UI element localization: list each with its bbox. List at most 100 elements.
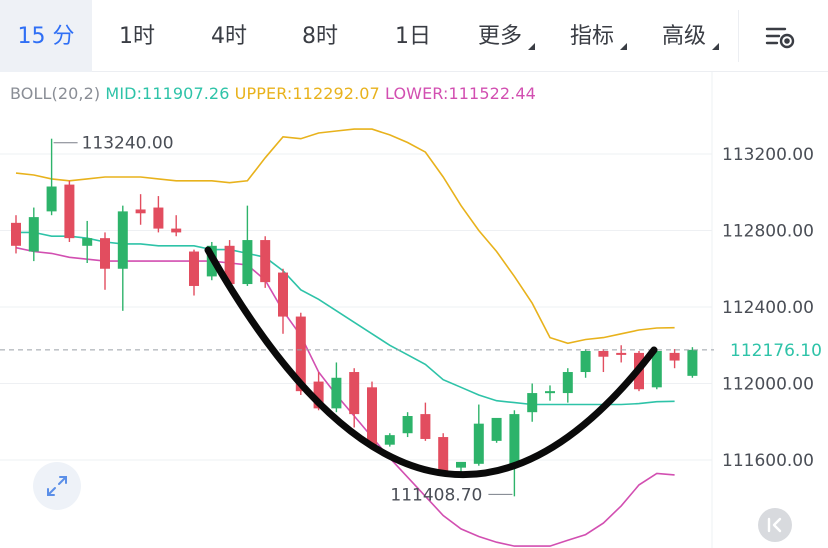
candle-body-33 (598, 350, 609, 357)
tab-indicators[interactable]: 指标 (569, 24, 614, 49)
candle-body-23 (420, 414, 431, 439)
candle-36 (651, 349, 662, 390)
tab-advanced[interactable]: 高级 (661, 24, 706, 49)
boll-lower-value: LOWER:111522.44 (385, 84, 536, 103)
candle-body-21 (384, 435, 395, 445)
candle-10 (189, 249, 199, 296)
advanced-dropdown-icon (712, 43, 719, 50)
candle-body-22 (402, 416, 413, 434)
candle-body-31 (562, 372, 573, 394)
candle-29 (527, 383, 538, 422)
chart-settings-icon (765, 27, 795, 49)
candle-body-27 (491, 417, 502, 441)
boll-upper-line (15, 128, 675, 345)
candle-37 (669, 349, 680, 369)
candle-body-10 (189, 251, 199, 286)
indicators-dropdown-icon (620, 43, 627, 50)
candle-1 (28, 207, 39, 262)
low-price-label: 111408.70 (390, 485, 482, 505)
candle-33 (598, 349, 609, 373)
candle-body-14 (260, 240, 271, 283)
candle-0 (11, 215, 21, 254)
candle-body-2 (46, 186, 57, 212)
tab-15m[interactable]: 15 分 (0, 0, 92, 72)
candlesticks (11, 138, 698, 497)
candle-body-7 (135, 209, 146, 214)
high-price-label: 113240.00 (82, 134, 174, 154)
candle-body-4 (82, 238, 93, 246)
candle-body-24 (438, 437, 449, 472)
candle-13 (242, 205, 253, 286)
expand-chart-button[interactable] (33, 462, 81, 510)
candle-body-34 (616, 352, 627, 355)
tab-1h[interactable]: 1时 (119, 24, 155, 49)
timeframe-tabbar: 15 分 1时 4时 8时 1日 更多 指标 高级 (0, 0, 828, 72)
candle-body-20 (367, 387, 377, 447)
candle-4 (82, 220, 93, 264)
boll-lower-line (15, 246, 675, 547)
y-tick-label-1: 112800.00 (722, 222, 814, 242)
current-price-box (714, 335, 828, 363)
candle-12 (224, 240, 235, 286)
boll-mid-value: MID:111907.26 (105, 84, 230, 103)
expand-icon (47, 476, 67, 496)
candle-23 (420, 402, 431, 441)
candle-20 (367, 381, 377, 449)
candle-body-1 (28, 217, 39, 252)
candle-15 (278, 268, 288, 334)
candle-body-3 (64, 184, 75, 239)
y-tick-label-3: 112000.00 (722, 375, 814, 395)
candle-8 (153, 196, 164, 233)
candle-body-0 (11, 222, 21, 246)
candle-body-37 (669, 352, 680, 361)
candle-body-5 (100, 238, 110, 269)
candle-body-32 (580, 350, 591, 373)
candle-body-19 (349, 372, 360, 415)
price-chart[interactable]: 113200.00 112800.00 112400.00 112000.00 1116… (0, 72, 828, 548)
boll-upper-value: UPPER:112292.07 (234, 84, 380, 103)
candle-34 (616, 345, 627, 363)
candle-7 (135, 194, 146, 225)
y-tick-label-4: 111600.00 (722, 451, 814, 471)
candle-5 (100, 232, 110, 290)
candle-26 (473, 404, 484, 466)
candle-24 (438, 433, 449, 474)
candle-30 (545, 385, 555, 401)
boll-mid-line (16, 231, 675, 406)
candle-body-16 (295, 316, 306, 392)
candle-body-9 (171, 228, 182, 233)
candle-28 (509, 410, 520, 497)
candle-22 (402, 412, 413, 438)
candle-body-29 (527, 393, 538, 413)
candle-2 (46, 138, 57, 216)
double-chevron-icon (767, 517, 782, 533)
tab-8h[interactable]: 8时 (302, 24, 338, 49)
candle-27 (491, 417, 502, 443)
current-price-label: 112176.10 (730, 341, 822, 361)
y-tick-label-2: 112400.00 (722, 298, 814, 318)
candle-body-15 (278, 272, 288, 317)
tab-more[interactable]: 更多 (477, 24, 522, 49)
bollinger-bands (15, 128, 675, 547)
candle-body-17 (313, 381, 324, 409)
candle-body-26 (473, 423, 484, 464)
boll-legend: BOLL(20,2) MID:111907.26 UPPER:112292.07… (10, 84, 536, 103)
candle-body-36 (651, 350, 662, 388)
boll-label: BOLL(20,2) (10, 84, 101, 103)
price-axis: 113200.00 112800.00 112400.00 112000.00 1116… (0, 134, 828, 505)
candle-body-12 (224, 245, 235, 285)
candle-21 (384, 433, 395, 447)
candle-body-28 (509, 414, 520, 464)
candle-body-25 (456, 461, 466, 468)
candle-19 (349, 368, 360, 428)
candle-18 (331, 362, 342, 413)
scroll-to-latest-button[interactable] (758, 508, 792, 542)
tab-4h[interactable]: 4时 (211, 24, 247, 49)
chart-settings-button[interactable] (738, 10, 828, 62)
y-tick-label-0: 113200.00 (722, 145, 814, 165)
candle-body-30 (545, 391, 555, 394)
candle-body-38 (687, 349, 698, 376)
candle-body-6 (117, 211, 128, 269)
candle-38 (687, 347, 698, 378)
tab-1d[interactable]: 1日 (395, 24, 431, 49)
